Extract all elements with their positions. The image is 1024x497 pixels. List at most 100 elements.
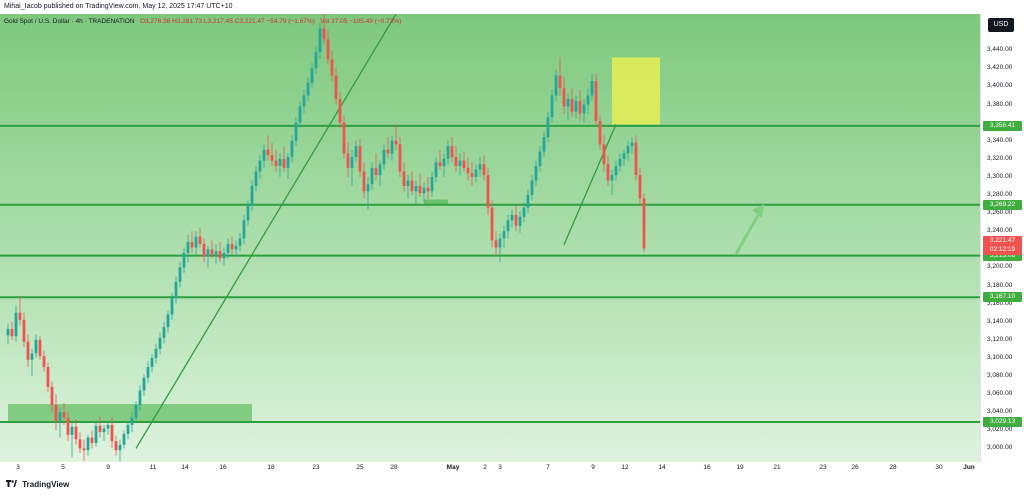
candle-body (622, 153, 626, 159)
candle-body (418, 185, 422, 194)
candle-body (578, 100, 582, 114)
candle-body (110, 424, 114, 442)
candle-body (602, 144, 606, 165)
price-tick-label: 3,280.00 (987, 191, 1013, 198)
candle-body (478, 164, 482, 170)
candle-body (434, 162, 438, 177)
candle-body (366, 184, 370, 192)
candle-body (30, 353, 34, 360)
candle-body (314, 52, 318, 69)
candle-body (550, 95, 554, 118)
date-tick-label: 5 (61, 464, 65, 471)
candle-body (286, 156, 290, 168)
price-tick-label: 3,240.00 (987, 227, 1013, 235)
candle-body (190, 242, 194, 248)
projection-arrow-head (752, 204, 764, 219)
date-tick-label: 7 (546, 464, 550, 471)
date-tick-label: 11 (149, 464, 157, 471)
candle-body (14, 312, 18, 337)
price-chart[interactable] (0, 14, 980, 462)
candle-body (526, 195, 530, 208)
candle-body (502, 231, 506, 239)
candle-body (22, 319, 26, 342)
candle-body (514, 214, 518, 226)
candle-body (234, 245, 238, 250)
candle-body (586, 95, 590, 105)
date-tick-label: 21 (773, 464, 781, 471)
price-tick-label: 3,400.00 (987, 82, 1013, 90)
date-tick-label: 16 (703, 464, 711, 471)
currency-badge[interactable]: USD (988, 18, 1014, 32)
price-tick-label: 3,120.00 (987, 335, 1013, 343)
candle-body (362, 171, 366, 192)
candle-body (178, 267, 182, 282)
candle-body (222, 252, 226, 259)
candle-body (142, 377, 146, 391)
candle-body (438, 162, 442, 167)
candle-body (242, 220, 246, 239)
price-tick-label: 3,420.00 (987, 64, 1013, 72)
date-tick-label: 16 (219, 464, 227, 471)
candle-body (166, 314, 170, 328)
date-tick-label: 9 (591, 464, 595, 471)
candle-body (210, 249, 214, 255)
price-axis[interactable]: 3,440.00 3,420.00 3,400.00 3,380.00 3,340.00… (980, 14, 1024, 462)
candle-body (582, 104, 586, 114)
date-tick-label: 28 (889, 464, 897, 471)
candle-body (246, 205, 250, 221)
candle-body (374, 167, 378, 176)
candle-body (138, 390, 142, 405)
date-tick-label: 3 (498, 464, 502, 471)
candle-body (474, 169, 478, 177)
candle-body (254, 171, 258, 186)
date-tick-label: 2 (483, 464, 487, 471)
chart-area[interactable]: Gold Spot / U.S. Dollar · 4h · TRADENATI… (0, 14, 980, 462)
date-tick-label: 25 (356, 464, 364, 471)
candle-body (426, 187, 430, 192)
price-tick-label: 3,000.00 (987, 444, 1013, 452)
candle-body (134, 404, 138, 418)
candle-body (250, 185, 254, 206)
candle-body (614, 166, 618, 176)
price-tick-label: 3,300.00 (987, 172, 1013, 180)
candle-body (318, 28, 322, 53)
footer: TradingView (0, 476, 1024, 497)
candle-body (26, 341, 30, 360)
candle-body (482, 164, 486, 176)
price-tick-label: 3,200.00 (987, 263, 1013, 271)
candle-body (598, 120, 602, 145)
candle-body (258, 160, 262, 172)
candle-body (354, 146, 358, 157)
candle-body (298, 106, 302, 123)
candle-body (470, 173, 474, 177)
candle-body (466, 167, 470, 174)
candle-body (342, 122, 346, 154)
candle-body (450, 146, 454, 157)
brand-logo[interactable]: TradingView (6, 480, 69, 489)
candle-body (538, 151, 542, 167)
candle-body (406, 180, 410, 186)
candle-body (90, 437, 94, 443)
legend-volume: Vol 37.05 −105.49 (−0.73%) (320, 18, 402, 25)
candle-body (198, 236, 202, 244)
time-axis[interactable]: 3 5 9 11 14 16 18 23 25 28 May 2 3 7 9 12 14 16 19 21 23 26 28… (0, 462, 980, 476)
candle-body (334, 75, 338, 100)
candle-body (282, 158, 286, 168)
candle-body (410, 180, 414, 192)
candle-body (634, 142, 638, 176)
publish-info: Mihai_Iacob published on TradingView.com… (4, 3, 233, 10)
candle-body (174, 281, 178, 299)
candle-body (150, 357, 154, 367)
candle-body (534, 166, 538, 181)
candle-body (274, 160, 278, 167)
candle-body (310, 68, 314, 83)
date-tick-label: 12 (621, 464, 629, 471)
candle-body (522, 207, 526, 217)
support-zone (8, 404, 252, 423)
candle-body (330, 59, 334, 76)
candle-body (62, 412, 66, 418)
price-tick-label: 3,340.00 (987, 136, 1013, 144)
candle-body (498, 238, 502, 248)
date-tick-label: 9 (106, 464, 110, 471)
price-tick-label: 3,140.00 (987, 317, 1013, 325)
